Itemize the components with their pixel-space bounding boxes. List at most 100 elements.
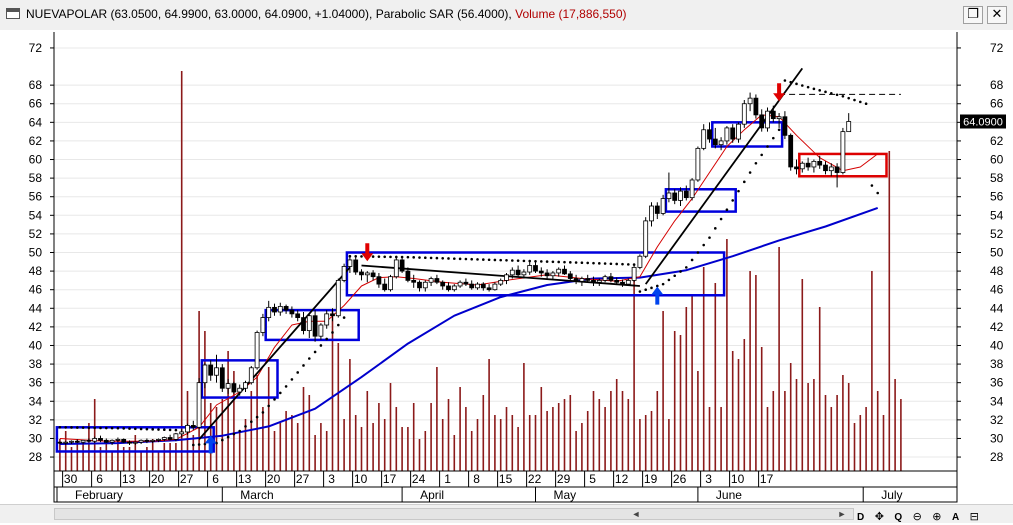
candle-body-104 (660, 198, 666, 214)
candle-body-10 (115, 438, 121, 441)
volume-bar-129 (807, 383, 809, 471)
month-label-1: March (240, 488, 273, 502)
candle-body-116 (730, 127, 736, 140)
candle-body-131 (817, 160, 823, 166)
sar-dot-47 (342, 316, 346, 319)
volume-bar-43 (308, 395, 311, 471)
candle-body-86 (556, 268, 562, 274)
volume-bar-113 (714, 283, 717, 471)
volume-bar-54 (372, 423, 374, 471)
volume-bar-95 (610, 391, 612, 471)
volume-bar-102 (650, 411, 653, 471)
sar-dot-54 (383, 255, 387, 259)
volume-bar-47 (331, 311, 334, 471)
auto-scale-button[interactable]: A (951, 512, 960, 523)
sar-dot-30 (244, 425, 247, 428)
volume-bar-57 (389, 383, 392, 471)
volume-bar-60 (407, 427, 409, 471)
candle-body-113 (712, 138, 718, 146)
scroll-right-arrow-icon[interactable]: ► (837, 509, 847, 519)
sar-dot-95 (621, 262, 624, 266)
right-tick-label-10: 50 (990, 246, 1004, 260)
sar-dot-28 (232, 432, 236, 436)
sar-dot-114 (731, 199, 734, 202)
left-tick-label-4: 62 (29, 134, 43, 148)
volume-bar-96 (615, 379, 618, 471)
left-tick-label-10: 50 (29, 246, 43, 260)
candle-body-90 (579, 278, 585, 282)
volume-bar-98 (627, 399, 630, 471)
candle-body-83 (538, 270, 544, 274)
volume-bar-84 (546, 411, 548, 471)
day-tick-label-8: 27 (296, 472, 310, 486)
zoom-in-button[interactable]: ⊕ (932, 510, 942, 523)
volume-bar-133 (830, 407, 833, 471)
volume-bar-79 (517, 427, 519, 471)
volume-bar-140 (871, 271, 873, 471)
zoom-out-button[interactable]: ⊖ (912, 510, 922, 523)
sar-dot-58 (406, 255, 410, 259)
volume-bar-78 (511, 415, 514, 471)
candle-body-95 (608, 276, 614, 281)
candle-body-62 (417, 281, 422, 289)
sar-dot-89 (586, 261, 589, 265)
candle-body-114 (718, 140, 724, 146)
volume-bar-11 (122, 447, 125, 471)
volume-bar-74 (488, 359, 490, 471)
sar-dot-123 (783, 79, 787, 82)
sar-dot-0 (58, 426, 62, 429)
sar-dot-81 (540, 260, 543, 263)
candle-body-33 (248, 367, 254, 384)
chart-tool-buttons: D ✥ Q ⊖ ⊕ A ⊟ (857, 507, 985, 523)
volume-bar-144 (894, 379, 896, 471)
volume-bar-69 (459, 387, 461, 471)
right-tick-label-1: 68 (990, 78, 1004, 92)
sar-dot-118 (754, 161, 758, 165)
volume-bar-111 (702, 267, 705, 471)
volume-bar-132 (824, 395, 827, 471)
candle-body-20 (173, 433, 179, 440)
candle-body-5 (86, 439, 92, 442)
daily-period-button[interactable]: D (857, 512, 865, 523)
volume-bar-136 (847, 383, 850, 471)
volume-bar-99 (633, 271, 635, 471)
close-window-button[interactable]: ✕ (987, 6, 1007, 24)
sar-dot-98 (638, 290, 642, 293)
left-tick-label-2: 66 (29, 97, 43, 111)
restore-window-button[interactable]: ❐ (963, 6, 983, 24)
sar-dot-130 (824, 90, 827, 94)
day-tick-label-1: 6 (96, 472, 103, 486)
horizontal-scrollbar[interactable] (54, 508, 854, 520)
sar-dot-62 (429, 256, 433, 260)
volume-bar-123 (772, 391, 775, 471)
quote-button[interactable]: Q (894, 512, 903, 523)
sar-dot-125 (795, 82, 798, 86)
candle-body-11 (121, 438, 127, 443)
right-tick-label-0: 72 (990, 41, 1004, 55)
sar-dot-1 (64, 426, 67, 429)
sar-dot-84 (557, 260, 560, 264)
candle-body-117 (736, 123, 741, 140)
sar-dot-106 (685, 266, 688, 269)
sar-dot-9 (110, 426, 114, 430)
volume-bar-42 (302, 387, 305, 471)
volume-bar-91 (586, 411, 589, 471)
volume-bar-21 (180, 71, 183, 471)
right-tick-label-15: 40 (990, 338, 1004, 352)
candle-body-60 (405, 270, 411, 281)
consolidation-box-1 (200, 359, 279, 399)
volume-bar-46 (325, 431, 328, 471)
sar-dot-80 (534, 259, 537, 263)
day-tick-label-17: 29 (557, 472, 571, 486)
candle-body-59 (399, 259, 405, 272)
volume-bar-58 (395, 407, 398, 471)
price-chart[interactable]: 7268666462605856545250484644424038363432… (0, 30, 1013, 504)
candle-body-96 (614, 279, 620, 283)
crosshair-tool-button[interactable]: ✥ (874, 510, 884, 523)
volume-bar-83 (540, 387, 543, 471)
scroll-left-arrow-icon[interactable]: ◄ (631, 509, 641, 519)
consolidation-box-3 (345, 251, 726, 297)
volume-bar-110 (697, 371, 699, 471)
split-window-button[interactable]: ⊟ (969, 510, 979, 523)
left-tick-label-11: 48 (29, 264, 43, 278)
